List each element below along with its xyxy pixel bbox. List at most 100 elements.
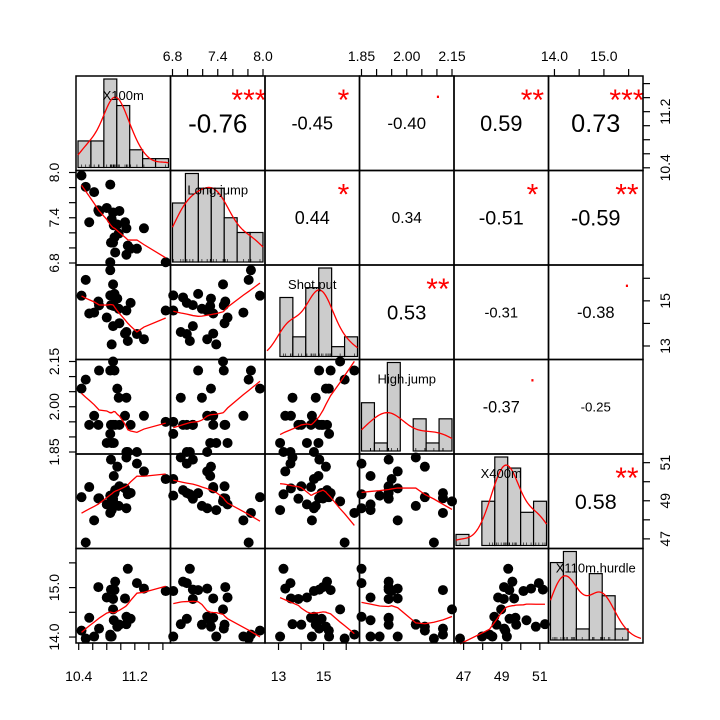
data-point <box>89 187 100 198</box>
data-point <box>374 490 385 501</box>
data-point <box>280 466 291 477</box>
axis-tick-label: 10.4 <box>657 154 673 181</box>
data-point <box>245 265 256 276</box>
axes: 6.8 7.4 8.0 1.85 2.00 2.15 14.0 15.010.4 11.2 13 1… <box>46 48 673 684</box>
data-point <box>122 489 133 500</box>
axis-tick-label: 6.8 <box>46 253 62 273</box>
data-point <box>365 505 376 516</box>
data-point <box>487 631 498 642</box>
data-point <box>105 237 116 248</box>
panel-border <box>75 358 172 455</box>
panel-2-0 <box>76 265 171 350</box>
correlation-value: -0.51 <box>479 208 524 230</box>
data-point <box>238 631 249 642</box>
histogram-bar <box>386 361 401 452</box>
axis-tick-label: 8.0 <box>253 48 273 64</box>
data-point <box>193 365 204 376</box>
data-point <box>383 593 394 604</box>
axis-tick-label: 15.0 <box>590 48 617 64</box>
data-point <box>287 392 298 403</box>
axis-tick-label: 11.2 <box>657 98 673 124</box>
data-point <box>320 383 331 394</box>
panel-5-1 <box>168 563 265 644</box>
correlation-cell: -0.76*** <box>188 84 267 138</box>
data-point <box>339 374 350 385</box>
data-point <box>317 493 328 504</box>
data-point <box>114 205 125 216</box>
axis-tick-label: 51 <box>657 455 673 471</box>
panel-5-0 <box>76 563 171 644</box>
panel-1-1: Long.jump <box>171 172 264 263</box>
histogram-bar <box>90 140 105 169</box>
smooth-line <box>279 597 355 635</box>
data-point <box>101 202 112 213</box>
data-point <box>108 356 119 367</box>
data-point <box>254 625 265 636</box>
data-point <box>219 481 230 492</box>
histogram-bar <box>171 202 187 263</box>
axis-tick-label: 1.85 <box>46 438 62 465</box>
smooth-line <box>459 603 545 645</box>
data-point <box>324 631 335 642</box>
data-point <box>410 452 421 463</box>
data-point <box>275 631 286 642</box>
variable-label: Shot.put <box>288 277 337 292</box>
data-point <box>499 582 510 593</box>
density-curve <box>77 96 169 164</box>
data-point <box>138 223 149 234</box>
data-point <box>437 623 448 634</box>
data-point <box>181 458 192 469</box>
data-point <box>285 458 296 469</box>
correlation-value: -0.59 <box>571 205 621 230</box>
data-point <box>131 458 142 469</box>
axis-tick-label: 13 <box>271 668 287 684</box>
data-point <box>275 437 286 448</box>
data-point <box>84 419 95 430</box>
data-point <box>410 619 421 630</box>
data-point <box>218 604 229 615</box>
data-point <box>339 537 350 548</box>
data-point <box>301 592 312 603</box>
data-point <box>410 500 421 511</box>
data-point <box>175 619 186 630</box>
data-point <box>202 583 213 594</box>
smooth-line <box>80 184 167 259</box>
smooth-line <box>361 487 453 511</box>
data-point <box>530 621 541 632</box>
data-point <box>113 392 124 403</box>
data-point <box>131 243 142 254</box>
histogram-bar <box>154 158 170 169</box>
panel-border <box>169 453 266 550</box>
data-point <box>293 593 304 604</box>
panel-border <box>75 453 172 550</box>
data-point <box>218 356 229 367</box>
data-point <box>314 454 325 465</box>
data-point <box>202 447 213 457</box>
data-point <box>112 383 123 394</box>
data-point <box>211 505 222 516</box>
data-point <box>160 474 171 485</box>
histogram-bar <box>481 500 496 547</box>
data-point <box>105 454 116 465</box>
axis-bottom-4: 47 49 51 <box>456 642 548 684</box>
correlation-value: 0.58 <box>575 490 617 514</box>
data-point <box>101 312 112 323</box>
axis-tick-label: 47 <box>657 531 673 547</box>
data-point <box>202 466 213 477</box>
histogram-bar <box>292 336 307 358</box>
data-point <box>316 613 327 624</box>
data-point <box>325 365 336 376</box>
panel-3-0 <box>76 356 171 457</box>
axis-tick-label: 47 <box>456 668 472 684</box>
histogram-bar <box>279 296 294 358</box>
data-point <box>322 485 333 496</box>
correlation-cell: 0.34 <box>392 210 423 227</box>
data-point <box>383 454 394 465</box>
panel-5-3 <box>356 563 457 644</box>
data-point <box>437 493 448 504</box>
correlation-cell: 0.58** <box>575 462 639 514</box>
data-point <box>325 585 336 596</box>
data-point <box>205 293 216 304</box>
data-point <box>222 592 233 603</box>
data-point <box>84 612 95 623</box>
